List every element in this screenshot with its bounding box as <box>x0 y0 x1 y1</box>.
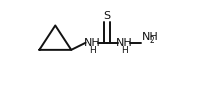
Text: S: S <box>104 11 111 21</box>
Text: 2: 2 <box>150 36 154 45</box>
Text: H: H <box>121 46 128 55</box>
Text: H: H <box>89 46 96 55</box>
Text: NH: NH <box>116 38 132 48</box>
Text: NH: NH <box>84 38 100 48</box>
Text: NH: NH <box>142 32 158 42</box>
